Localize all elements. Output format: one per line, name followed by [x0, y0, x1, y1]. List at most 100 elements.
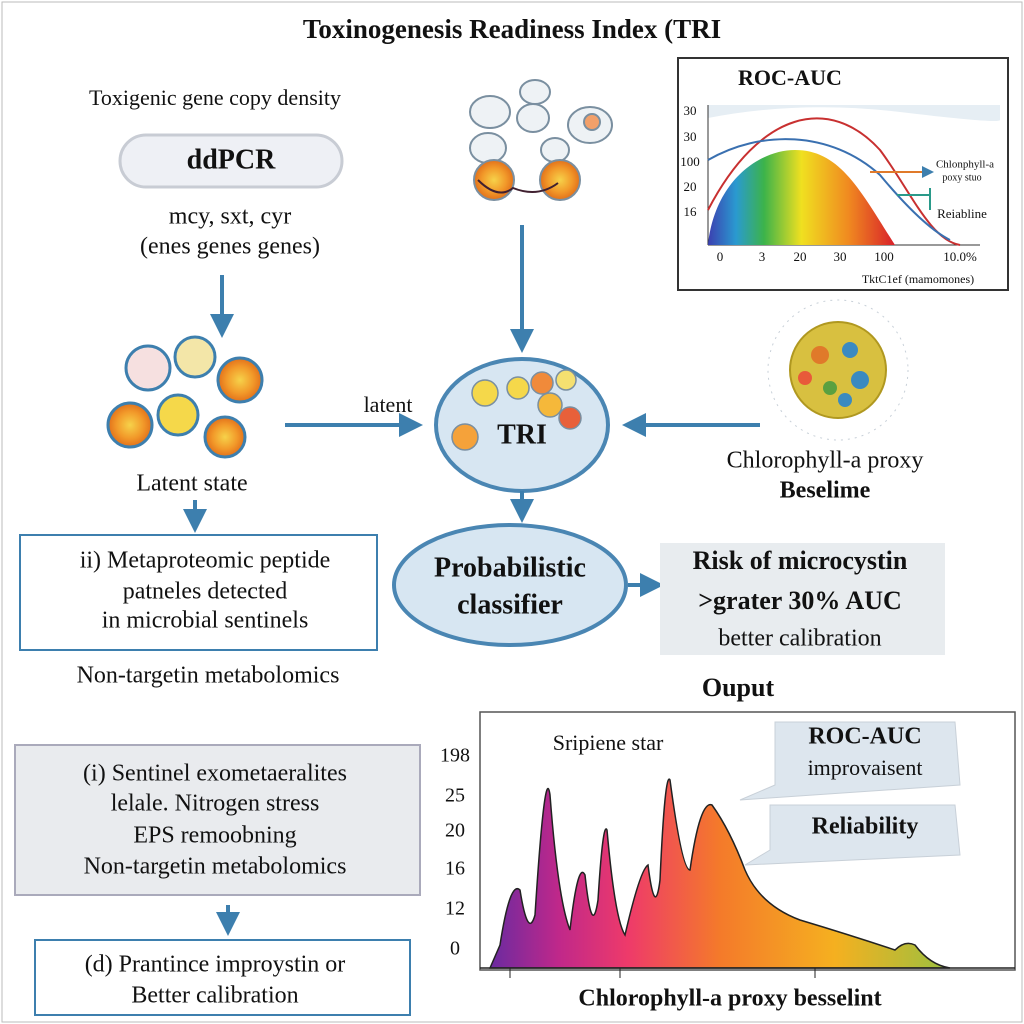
- roc-ytick: 20: [684, 179, 697, 194]
- roc-ytick: 30: [684, 103, 697, 118]
- chlorophyll-cell-shape: [838, 393, 852, 407]
- box-i-line: (i) Sentinel exometaeralites: [83, 761, 347, 787]
- cell-cluster-shape: [469, 95, 511, 129]
- chlorophyll-cell-shape: [789, 321, 887, 419]
- cell-cluster-shape: [516, 103, 550, 133]
- output-ytick: 12: [445, 898, 465, 920]
- chl-label: Chlorophyll-a proxy: [727, 448, 924, 474]
- latent-label: latent: [364, 392, 413, 417]
- roc-ytick: 100: [680, 154, 700, 169]
- right-column: Chlorophyll-a proxy Beselime Risk of mic…: [622, 299, 945, 655]
- cell-cluster-shape: [540, 137, 570, 163]
- output-chart: Ouput Sripiene star ROC-AUC improvaisent…: [440, 673, 1016, 1012]
- tri-cells-shape: [537, 392, 563, 418]
- ddpcr-label: ddPCR: [187, 144, 276, 175]
- roc-title: ROC-AUC: [738, 65, 842, 90]
- latent-cells-shape: [216, 356, 264, 404]
- chlorophyll-cell-shape: [767, 299, 909, 441]
- left-column-shape: [34, 939, 411, 1016]
- risk-line: better calibration: [718, 626, 881, 652]
- roc-annotation: poxy stuo: [942, 172, 981, 183]
- tri-cells-shape: [530, 371, 554, 395]
- non-target-label: Non-targetin metabolomics: [77, 663, 340, 689]
- chlorophyll-cell-shape: [851, 371, 869, 389]
- callout: Reliability: [812, 814, 919, 840]
- roc-inset-shape: [897, 188, 931, 210]
- tri-label: TRI: [497, 419, 547, 450]
- box-d-line: Better calibration: [131, 983, 298, 1009]
- output-chart-shape: [739, 721, 961, 801]
- genes-line: (enes genes genes): [140, 234, 320, 260]
- roc-xtick: 3: [759, 249, 766, 264]
- roc-inset-shape: [707, 117, 961, 246]
- roc-xtick: 20: [794, 249, 807, 264]
- roc-x-label: TktC1ef (mamomones): [862, 272, 974, 286]
- latent-cells: [106, 335, 264, 459]
- classifier-line: Probabilistic: [434, 552, 586, 583]
- heading: Toxigenic gene copy density: [89, 85, 341, 110]
- genes-line: mcy, sxt, cyr: [169, 204, 291, 230]
- roc-xtick: 10.0%: [943, 249, 977, 264]
- latent-cells-shape: [124, 344, 172, 392]
- center-column: latent TRI Probabilistic classifier: [285, 79, 664, 647]
- callout: ROC-AUC: [808, 724, 921, 750]
- chlorophyll-cell-shape: [811, 346, 829, 364]
- roc-annotation: Chlonphyll-a: [936, 159, 994, 171]
- tri-cells-shape: [558, 406, 582, 430]
- chlorophyll-cell: [767, 299, 909, 441]
- latent-cells-shape: [203, 415, 247, 459]
- roc-annotation: Reiabline: [937, 206, 987, 221]
- risk-line: >grater 30% AUC: [698, 586, 902, 615]
- cell-cluster: [469, 79, 613, 201]
- chlorophyll-cell-shape: [823, 381, 837, 395]
- risk-line: Risk of microcystin: [693, 546, 908, 575]
- tri-cells-shape: [555, 369, 577, 391]
- output-annotation: Sripiene star: [553, 730, 664, 755]
- output-heading: Ouput: [702, 673, 775, 702]
- cell-cluster-shape: [539, 159, 581, 201]
- output-ytick: 20: [445, 820, 465, 842]
- roc-xtick: 100: [874, 249, 894, 264]
- cell-cluster-shape: [583, 113, 601, 131]
- cell-cluster-shape: [473, 159, 515, 201]
- box-ii-line: ii) Metaproteomic peptide: [80, 548, 331, 574]
- output-ytick: 198: [440, 745, 470, 767]
- roc-ytick: 30: [684, 129, 697, 144]
- tri-cells-shape: [506, 376, 530, 400]
- output-ytick: 16: [445, 858, 465, 880]
- chlorophyll-cell-shape: [842, 342, 858, 358]
- box-d-line: (d) Prantince improystin or: [85, 952, 346, 978]
- chlorophyll-cell-shape: [798, 371, 812, 385]
- output-ytick: 0: [450, 938, 460, 960]
- left-column-shape: [19, 534, 378, 651]
- left-column-shape: [118, 133, 344, 189]
- output-chart-shape: [488, 778, 951, 969]
- latent-cells-shape: [173, 335, 217, 379]
- left-column-shape: [14, 744, 421, 896]
- roc-ytick: 16: [684, 204, 698, 219]
- roc-xtick: 30: [834, 249, 847, 264]
- box-ii-line: in microbial sentinels: [102, 608, 309, 634]
- tri-cells: [451, 369, 582, 451]
- output-x-label: Chlorophyll-a proxy besselint: [578, 986, 881, 1012]
- roc-inset-shape: [708, 150, 895, 245]
- right-column-shape: [660, 543, 945, 655]
- box-i-line: EPS remoobning: [133, 823, 296, 849]
- chl-label: Beselime: [780, 478, 871, 504]
- box-ii-line: patneles detected: [123, 579, 288, 605]
- roc-inset-shape: [708, 105, 1000, 121]
- callout: improvaisent: [808, 755, 923, 780]
- title: Toxinogenesis Readiness Index (TRI: [303, 14, 721, 44]
- box-i-line: lelale. Nitrogen stress: [111, 791, 320, 817]
- box-i-line: Non-targetin metabolomics: [84, 854, 347, 880]
- latent-cells-shape: [106, 401, 154, 449]
- classifier-line: classifier: [457, 589, 563, 620]
- tri-cells-shape: [471, 379, 499, 407]
- roc-xtick: 0: [717, 249, 724, 264]
- output-ytick: 25: [445, 785, 465, 807]
- cell-cluster-shape: [477, 179, 559, 194]
- cell-cluster-shape: [469, 132, 507, 164]
- left-column: Toxigenic gene copy density ddPCR mcy, s…: [14, 85, 421, 1016]
